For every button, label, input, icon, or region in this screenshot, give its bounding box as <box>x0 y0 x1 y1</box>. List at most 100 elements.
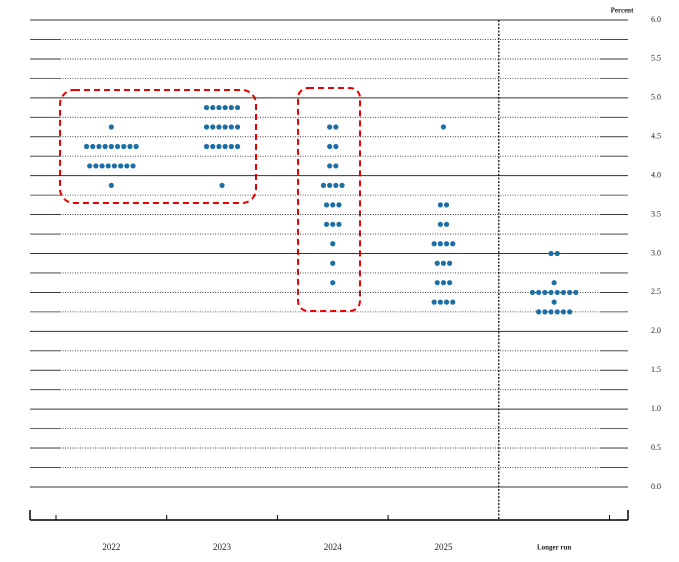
y-tick-label: 5.5 <box>651 54 661 63</box>
dot <box>542 289 548 296</box>
dot <box>431 241 437 247</box>
dot <box>111 163 118 169</box>
dot <box>228 104 234 111</box>
dot <box>431 299 437 305</box>
x-tick-label: Longer run <box>537 544 571 552</box>
y-tick-label: 6.0 <box>651 15 661 24</box>
dot <box>127 143 133 150</box>
y-tick-label: 2.0 <box>651 326 661 335</box>
dot <box>336 221 342 227</box>
dot <box>327 143 333 150</box>
y-tick-label: 1.0 <box>651 404 661 413</box>
y-tick-label: 3.5 <box>651 209 661 218</box>
dot <box>551 280 557 286</box>
dot <box>222 124 228 130</box>
dot <box>330 260 336 266</box>
dot <box>560 289 567 296</box>
dot <box>124 163 130 169</box>
dot <box>210 124 216 130</box>
dot <box>108 124 114 130</box>
dot <box>234 124 241 130</box>
dot <box>443 241 450 247</box>
x-tick-label: 2023 <box>213 542 232 552</box>
dot <box>440 280 447 286</box>
dot <box>536 289 542 296</box>
dot <box>542 309 548 315</box>
dot <box>330 202 336 208</box>
dot <box>554 309 560 315</box>
dot <box>333 182 339 188</box>
dot <box>203 104 210 111</box>
dot <box>327 124 333 130</box>
dot <box>333 163 339 169</box>
dot <box>130 163 136 169</box>
dot <box>108 182 114 188</box>
dot <box>216 124 222 130</box>
dot <box>216 143 222 150</box>
dot <box>203 124 210 130</box>
dot <box>210 143 216 150</box>
dot <box>93 163 99 169</box>
dot <box>228 124 234 130</box>
dot <box>323 202 330 208</box>
dot <box>434 260 440 266</box>
y-axis-label: Percent <box>611 7 634 15</box>
y-tick-label: 2.5 <box>651 287 661 296</box>
highlight-box <box>297 87 361 312</box>
dot <box>330 280 336 286</box>
dot <box>333 143 339 150</box>
dot <box>447 280 453 286</box>
x-tick-label: 2025 <box>434 542 453 552</box>
dot <box>234 143 241 150</box>
dot <box>437 221 443 227</box>
dot <box>320 182 327 188</box>
dot <box>118 163 124 169</box>
dot <box>536 309 542 315</box>
dot <box>548 289 554 296</box>
dot <box>327 163 333 169</box>
dot <box>87 163 93 169</box>
dot <box>333 124 339 130</box>
x-tick-label: 2022 <box>102 542 120 552</box>
dot <box>450 241 456 247</box>
y-tick-label: 4.5 <box>651 132 661 141</box>
dot <box>339 182 345 188</box>
dot <box>554 289 560 296</box>
dot <box>336 202 342 208</box>
dot <box>83 143 90 150</box>
dot <box>327 182 333 188</box>
dot <box>228 143 234 150</box>
y-tick-label: 3.0 <box>651 248 661 257</box>
dot <box>114 143 121 150</box>
dot <box>222 104 228 111</box>
y-tick-label: 0.0 <box>651 482 661 491</box>
y-tick-label: 1.5 <box>651 365 661 374</box>
dot <box>440 124 447 130</box>
dot <box>96 143 102 150</box>
dot <box>548 250 554 257</box>
dot <box>551 299 557 305</box>
dot <box>560 309 567 315</box>
dot <box>323 221 330 227</box>
dot <box>443 299 450 305</box>
dot <box>133 143 139 150</box>
dot <box>548 309 554 315</box>
dot <box>529 289 536 296</box>
dot <box>90 143 96 150</box>
x-tick-label: 2024 <box>324 542 343 552</box>
dot <box>203 143 210 150</box>
y-tick-label: 5.0 <box>651 93 661 102</box>
dot <box>99 163 105 169</box>
dot <box>108 143 114 150</box>
dot <box>330 241 336 247</box>
dot <box>234 104 241 111</box>
dot <box>443 221 450 227</box>
dot <box>447 260 453 266</box>
dot <box>554 250 560 257</box>
dot <box>440 260 447 266</box>
dot <box>222 143 228 150</box>
dot <box>437 299 443 305</box>
y-tick-label: 0.5 <box>651 443 661 452</box>
y-tick-label: 4.0 <box>651 170 661 179</box>
